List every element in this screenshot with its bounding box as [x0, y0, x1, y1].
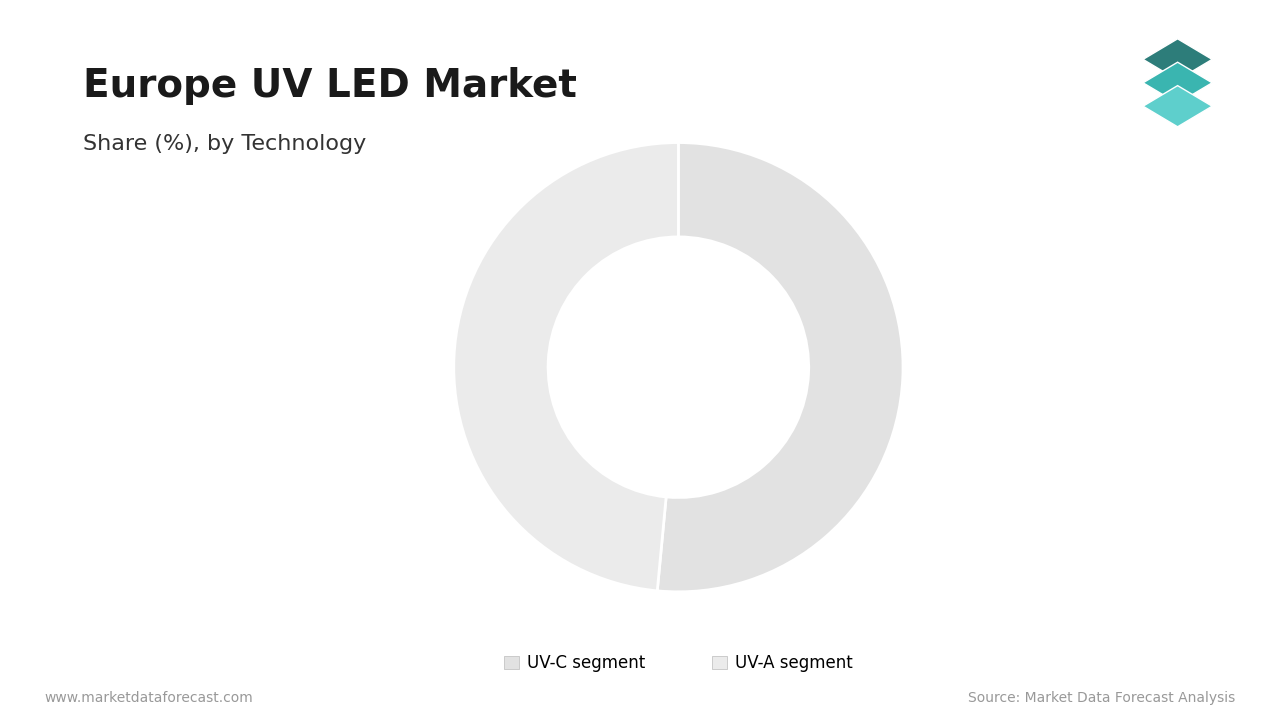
Text: Source: Market Data Forecast Analysis: Source: Market Data Forecast Analysis [968, 691, 1235, 705]
Polygon shape [1143, 62, 1212, 104]
Wedge shape [454, 143, 678, 591]
Text: Europe UV LED Market: Europe UV LED Market [83, 68, 577, 105]
Polygon shape [1143, 39, 1212, 80]
Polygon shape [1143, 86, 1212, 127]
Text: www.marketdataforecast.com: www.marketdataforecast.com [45, 691, 253, 705]
Wedge shape [657, 143, 902, 592]
Text: Share (%), by Technology: Share (%), by Technology [83, 134, 366, 154]
Legend: UV-C segment, UV-A segment: UV-C segment, UV-A segment [497, 648, 860, 679]
